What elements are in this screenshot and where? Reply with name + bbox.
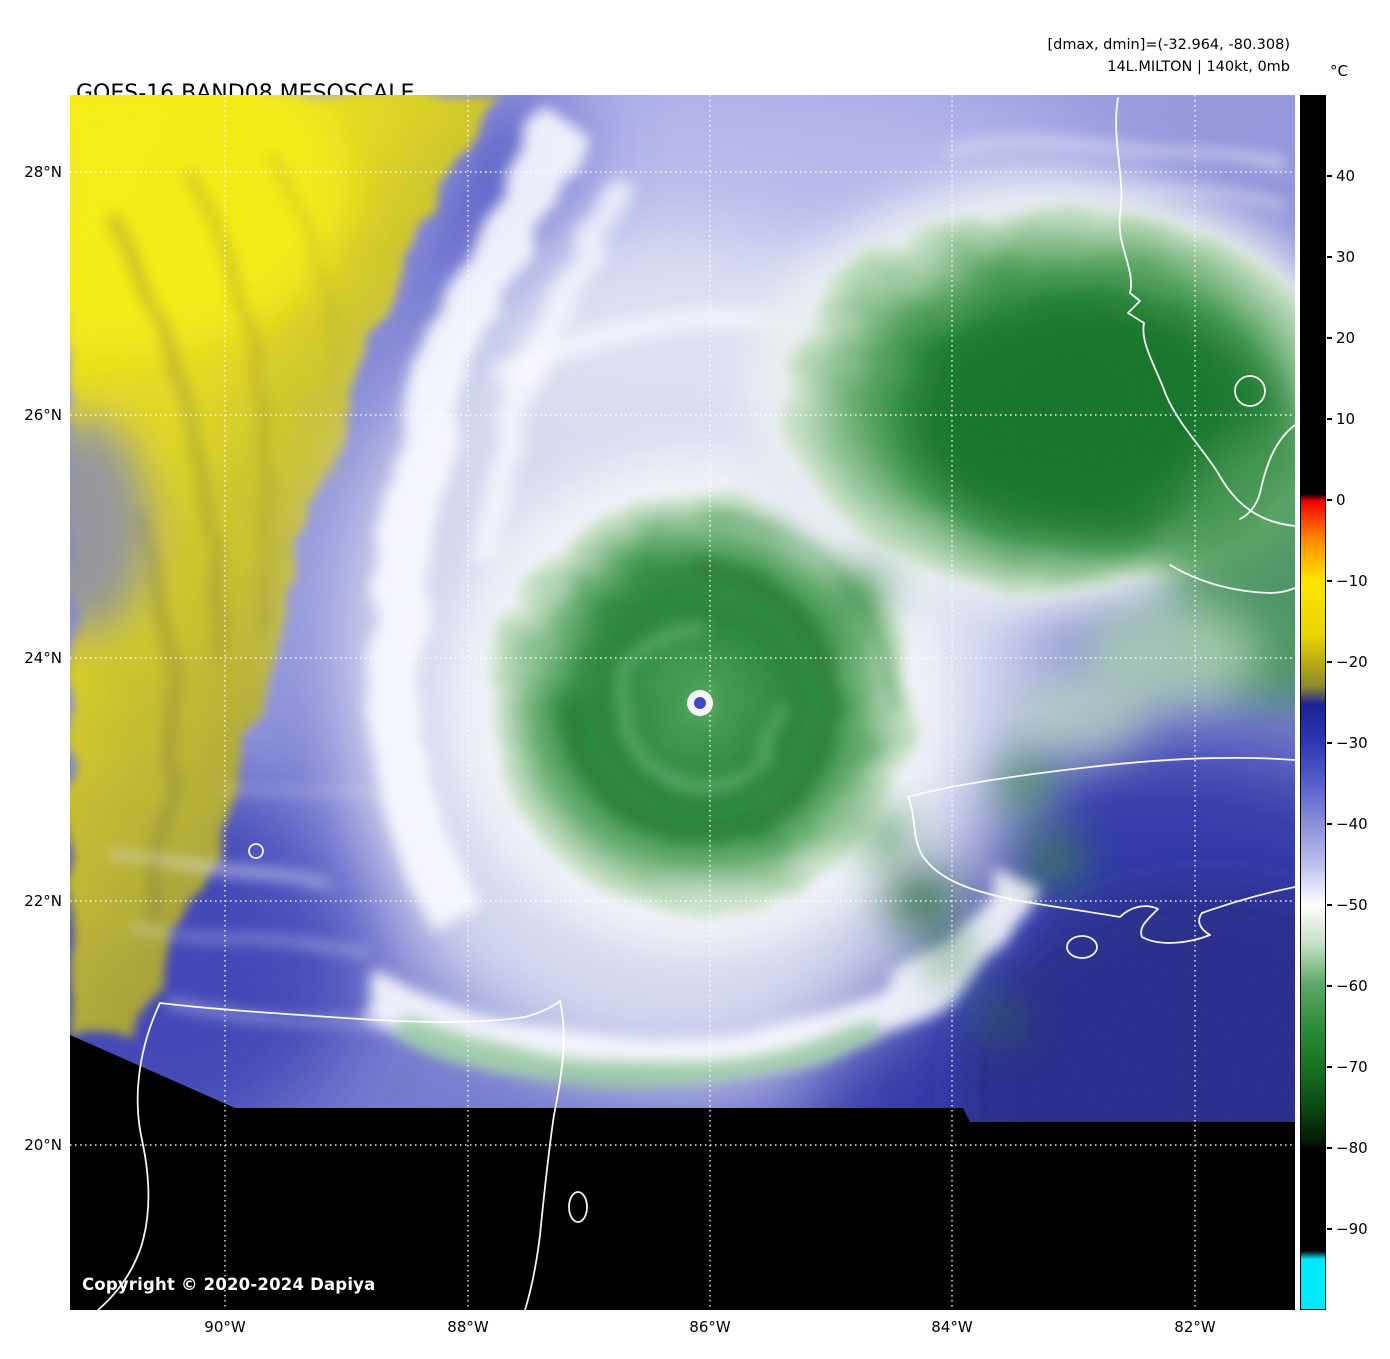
colorbar-tick-mark: [1327, 1066, 1332, 1068]
colorbar-tick-mark: [1327, 337, 1332, 339]
graticule-gridlines: [70, 95, 1295, 1310]
header-right-block: [dmax, dmin]=(-32.964, -80.308) 14L.MILT…: [1048, 34, 1291, 79]
dmax-dmin-readout: [dmax, dmin]=(-32.964, -80.308): [1047, 37, 1291, 53]
coastline-cuba-south: [907, 796, 1295, 944]
storm-info: 14L.MILTON | 140kt, 0mb: [1107, 59, 1290, 76]
cozumel-island: [568, 1191, 588, 1223]
coastlines: [97, 97, 1295, 1310]
lat-label-22n: 22°N: [24, 892, 62, 910]
no-data-region: [70, 1035, 1295, 1310]
isla-de-la-juventud: [1066, 935, 1098, 959]
lon-label-82w: 82°W: [1174, 1318, 1216, 1336]
colorbar-tick-label: 10: [1327, 410, 1355, 428]
colorbar-tick-label: 0: [1327, 491, 1346, 509]
colorbar-tick-mark: [1327, 418, 1332, 420]
colorbar-tick-label: −20: [1327, 653, 1368, 671]
satellite-imagery: [70, 95, 1295, 1310]
colorbar-tick-label: −50: [1327, 896, 1368, 914]
colorbar-tick-mark: [1327, 1228, 1332, 1230]
colorbar: [1300, 95, 1326, 1310]
colorbar-tick-label: −30: [1327, 734, 1368, 752]
colorbar-tick-mark: [1327, 985, 1332, 987]
coastline-yucatan-north: [159, 1000, 561, 1023]
lat-label-26n: 26°N: [24, 406, 62, 424]
coastline-cuba-north: [907, 756, 1295, 798]
alacranes-reef: [248, 843, 264, 859]
colorbar-tick-mark: [1327, 580, 1332, 582]
satellite-map: Copyright © 2020-2024 Dapiya: [70, 95, 1295, 1310]
lat-label-28n: 28°N: [24, 163, 62, 181]
colorbar-tick-label: −70: [1327, 1058, 1368, 1076]
copyright-watermark: Copyright © 2020-2024 Dapiya: [82, 1275, 376, 1294]
colorbar-tick-label: 20: [1327, 329, 1355, 347]
colorbar-tick-label: −60: [1327, 977, 1368, 995]
lat-label-24n: 24°N: [24, 649, 62, 667]
lon-label-86w: 86°W: [689, 1318, 731, 1336]
lake-okeechobee: [1234, 375, 1266, 407]
lat-label-20n: 20°N: [24, 1136, 62, 1154]
colorbar-tick-label: −80: [1327, 1139, 1368, 1157]
colorbar-ticks: 40 30 20 10 0 −10 −20 −30 −40 −50 −60 −70 −80 −90: [1327, 95, 1389, 1310]
colorbar-tick-mark: [1327, 904, 1332, 906]
coastline-yucatan-east: [524, 1000, 565, 1310]
lon-label-90w: 90°W: [204, 1318, 246, 1336]
colorbar-tick-label: −10: [1327, 572, 1368, 590]
colorbar-tick-label: −90: [1327, 1220, 1368, 1238]
coastline-florida-west: [1115, 97, 1295, 527]
colorbar-tick-mark: [1327, 823, 1332, 825]
coastline-mexico: [97, 1002, 161, 1310]
colorbar-tick-mark: [1327, 1147, 1332, 1149]
coastline-florida-east: [1239, 424, 1295, 520]
colorbar-tick-mark: [1327, 742, 1332, 744]
colorbar-tick-mark: [1327, 256, 1332, 258]
colorbar-tick-mark: [1327, 499, 1332, 501]
lon-label-88w: 88°W: [447, 1318, 489, 1336]
colorbar-tick-label: −40: [1327, 815, 1368, 833]
coastline-florida-keys: [1169, 564, 1295, 594]
lon-label-84w: 84°W: [931, 1318, 973, 1336]
colorbar-tick-label: 30: [1327, 248, 1355, 266]
colorbar-tick-mark: [1327, 661, 1332, 663]
colorbar-tick-label: 40: [1327, 167, 1355, 185]
colorbar-unit-label: °C: [1330, 62, 1348, 80]
colorbar-tick-mark: [1327, 175, 1332, 177]
